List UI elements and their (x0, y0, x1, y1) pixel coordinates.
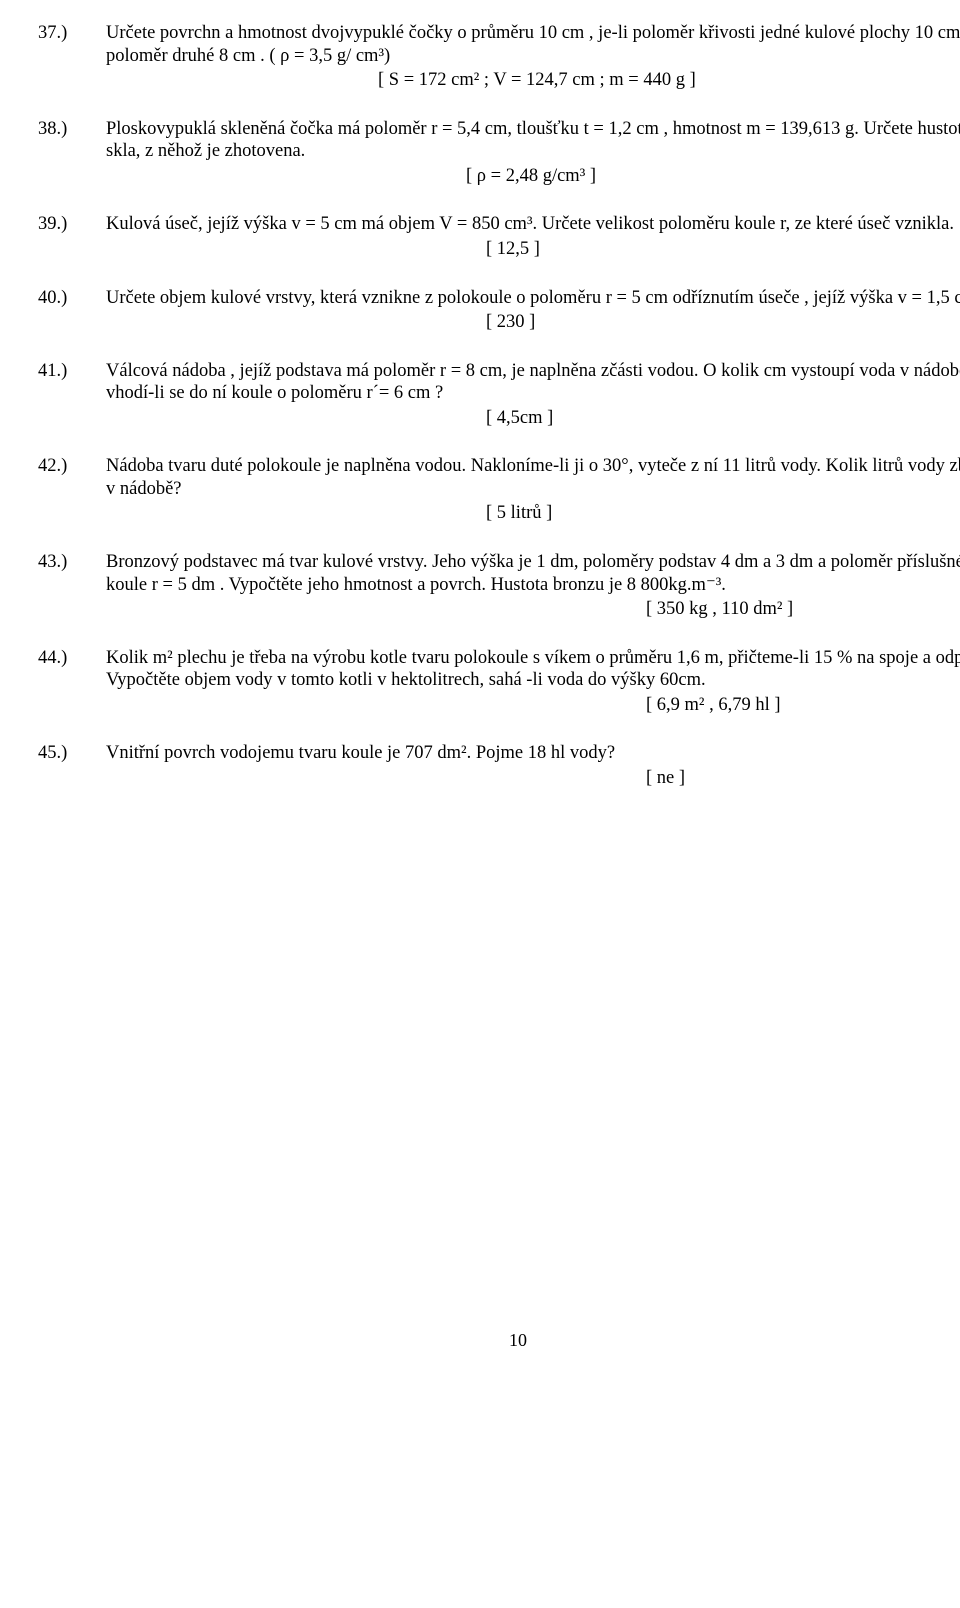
problem-text: Válcová nádoba , jejíž podstava má polom… (106, 361, 960, 404)
problem-answer: [ 4,5cm ] (106, 407, 960, 430)
problem-number: 41.) (38, 360, 82, 383)
problem-text: Nádoba tvaru duté polokoule je naplněna … (106, 456, 960, 499)
problem-answer: [ S = 172 cm² ; V = 124,7 cm ; m = 440 g… (106, 69, 960, 92)
problem-answer: [ 6,9 m² , 6,79 hl ] (106, 694, 960, 717)
problem-40: 40.) Určete objem kulové vrstvy, která v… (38, 287, 960, 334)
problem-answer: [ 350 kg , 110 dm² ] (106, 598, 960, 621)
problem-38: 38.) Ploskovypuklá skleněná čočka má pol… (38, 118, 960, 188)
problem-text: Kulová úseč, jejíž výška v = 5 cm má obj… (106, 214, 954, 234)
problem-number: 42.) (38, 455, 82, 478)
problem-44: 44.) Kolik m² plechu je třeba na výrobu … (38, 647, 960, 717)
problem-body: Kolik m² plechu je třeba na výrobu kotle… (106, 647, 960, 717)
problem-text: Určete objem kulové vrstvy, která vznikn… (106, 288, 960, 308)
problem-text: Určete povrchn a hmotnost dvojvypuklé čo… (106, 23, 960, 66)
problem-number: 37.) (38, 22, 82, 45)
problem-body: Ploskovypuklá skleněná čočka má poloměr … (106, 118, 960, 188)
problem-45: 45.) Vnitřní povrch vodojemu tvaru koule… (38, 742, 960, 789)
problem-number: 38.) (38, 118, 82, 141)
problem-42: 42.) Nádoba tvaru duté polokoule je napl… (38, 455, 960, 525)
problem-number: 43.) (38, 551, 82, 574)
problem-text: Kolik m² plechu je třeba na výrobu kotle… (106, 648, 960, 691)
problem-text: Bronzový podstavec má tvar kulové vrstvy… (106, 552, 960, 595)
problem-number: 44.) (38, 647, 82, 670)
problem-body: Nádoba tvaru duté polokoule je naplněna … (106, 455, 960, 525)
problem-37: 37.) Určete povrchn a hmotnost dvojvypuk… (38, 22, 960, 92)
problem-number: 45.) (38, 742, 82, 765)
problem-41: 41.) Válcová nádoba , jejíž podstava má … (38, 360, 960, 430)
page-number: 10 (38, 1330, 960, 1392)
problem-text: Vnitřní povrch vodojemu tvaru koule je 7… (106, 743, 615, 763)
problem-body: Válcová nádoba , jejíž podstava má polom… (106, 360, 960, 430)
problem-43: 43.) Bronzový podstavec má tvar kulové v… (38, 551, 960, 621)
problem-number: 39.) (38, 213, 82, 236)
problem-number: 40.) (38, 287, 82, 310)
problem-answer: [ 230 ] (106, 311, 960, 334)
problem-answer: [ ρ = 2,48 g/cm³ ] (106, 165, 960, 188)
problem-text: Ploskovypuklá skleněná čočka má poloměr … (106, 119, 960, 162)
problem-answer: [ ne ] (106, 767, 960, 790)
problem-answer: [ 12,5 ] (106, 238, 960, 261)
problem-body: Určete povrchn a hmotnost dvojvypuklé čo… (106, 22, 960, 92)
problem-answer: [ 5 litrů ] (106, 502, 960, 525)
problem-body: Určete objem kulové vrstvy, která vznikn… (106, 287, 960, 334)
problem-body: Vnitřní povrch vodojemu tvaru koule je 7… (106, 742, 960, 789)
problem-body: Kulová úseč, jejíž výška v = 5 cm má obj… (106, 213, 960, 260)
problem-39: 39.) Kulová úseč, jejíž výška v = 5 cm m… (38, 213, 960, 260)
problem-body: Bronzový podstavec má tvar kulové vrstvy… (106, 551, 960, 621)
